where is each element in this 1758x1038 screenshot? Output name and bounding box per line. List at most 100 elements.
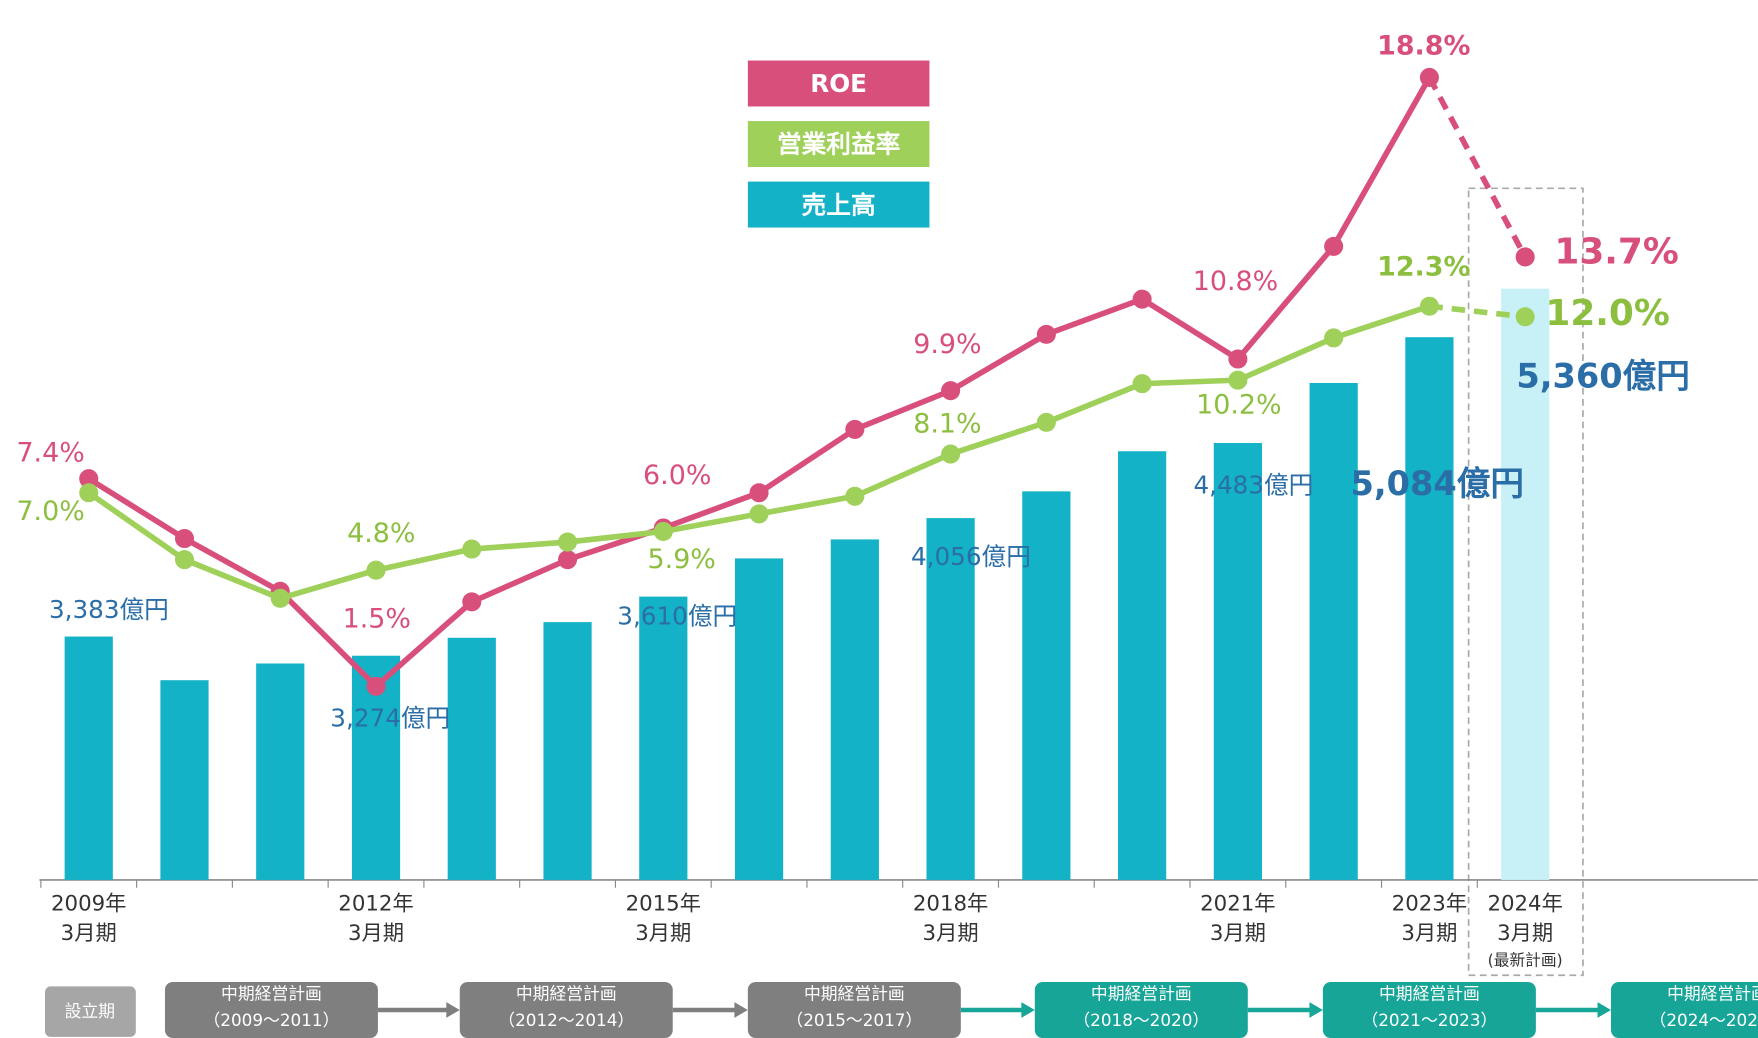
point <box>1419 67 1439 87</box>
data-label: 3,610億円 <box>617 602 737 631</box>
plan-box <box>747 981 961 1038</box>
bar <box>160 680 209 880</box>
bar <box>447 637 496 880</box>
bar <box>830 539 879 880</box>
data-label: 5,084億円 <box>1350 464 1524 503</box>
x-tick-label: 2015年 3月期 <box>626 892 701 946</box>
point <box>845 419 865 439</box>
bar <box>543 622 592 880</box>
plan-box <box>1034 981 1248 1038</box>
plan-period: （2024～2026） <box>1650 1010 1758 1030</box>
point <box>174 550 195 570</box>
data-label: 5,360億円 <box>1516 356 1690 395</box>
forecast-frame <box>1467 187 1584 977</box>
legend-swatch <box>747 181 930 228</box>
plan-period: （2009～2011） <box>203 1010 339 1030</box>
plan-box <box>164 981 378 1038</box>
legend-label: 営業利益率 <box>777 130 900 159</box>
point <box>1228 370 1248 390</box>
bar <box>256 663 305 880</box>
legend-swatch <box>747 60 930 107</box>
bar <box>1309 382 1358 880</box>
point <box>1036 412 1056 432</box>
arrow-head <box>1309 1002 1323 1018</box>
point <box>1036 324 1056 344</box>
point <box>1515 247 1535 267</box>
data-label: 10.8% <box>1193 266 1278 297</box>
data-label: 8.1% <box>913 408 981 439</box>
plan-box <box>459 981 673 1038</box>
data-label: 6.0% <box>643 460 711 491</box>
data-label: 3,383億円 <box>49 595 169 624</box>
x-tick-label: 2021年 3月期 <box>1200 892 1275 946</box>
point <box>174 528 195 549</box>
forecast-line <box>1429 303 1526 320</box>
point <box>749 504 769 524</box>
data-label: 18.8% <box>1377 31 1470 62</box>
data-label: 4.8% <box>347 518 415 549</box>
arrow-head <box>1597 1002 1611 1018</box>
bar <box>1213 442 1262 880</box>
point <box>1132 289 1152 309</box>
plan-title: 中期経営計画 <box>221 983 322 1003</box>
point <box>941 381 961 401</box>
bar <box>1405 337 1454 880</box>
plan-box <box>1610 981 1758 1038</box>
point <box>270 588 290 608</box>
plan-box <box>1322 981 1536 1038</box>
point <box>366 560 386 580</box>
data-label: 13.7% <box>1554 231 1678 272</box>
arrow-head <box>734 1002 748 1018</box>
data-label: 4,483億円 <box>1193 470 1313 499</box>
point <box>1228 349 1248 369</box>
plan-period: （2015～2017） <box>786 1010 922 1030</box>
point <box>845 486 865 506</box>
point <box>941 444 961 464</box>
point <box>653 521 673 542</box>
x-tick-label: 2009年 3月期 <box>51 892 126 946</box>
forecast-line <box>1426 76 1528 259</box>
point <box>462 539 482 559</box>
point <box>749 483 769 503</box>
point <box>366 676 386 696</box>
point <box>79 469 99 489</box>
point <box>558 532 578 552</box>
data-label: 7.0% <box>16 496 84 527</box>
x-tick-label: 2024年 3月期(最新計画) <box>1487 892 1562 970</box>
point <box>1132 374 1152 394</box>
data-label: 12.0% <box>1545 293 1669 334</box>
arrow-head <box>1021 1002 1035 1018</box>
bar <box>64 636 113 880</box>
bar <box>1118 451 1167 880</box>
x-tick-label: 2023年 3月期 <box>1392 892 1467 946</box>
data-label: 10.2% <box>1196 389 1281 420</box>
data-label: 9.9% <box>913 329 981 360</box>
founding-box <box>45 986 136 1037</box>
arrow-head <box>446 1002 460 1018</box>
data-label: 12.3% <box>1377 251 1470 282</box>
plan-title: 中期経営計画 <box>1091 983 1192 1003</box>
point <box>79 483 99 503</box>
bar <box>1501 288 1550 880</box>
bar <box>926 518 975 880</box>
founding-label: 設立期 <box>65 1001 115 1021</box>
plan-title: 中期経営計画 <box>1379 983 1480 1003</box>
point <box>1419 296 1439 316</box>
plan-period: （2021～2023） <box>1361 1010 1497 1030</box>
plan-title: 中期経営計画 <box>516 983 617 1003</box>
x-tick-label: 2018年 3月期 <box>913 892 988 946</box>
point <box>1515 307 1535 327</box>
point <box>1324 236 1344 256</box>
bar <box>1022 491 1071 880</box>
bar <box>734 558 784 880</box>
plan-period: （2012～2014） <box>498 1010 634 1030</box>
legend-label: 売上高 <box>802 190 876 219</box>
point <box>558 550 578 570</box>
plan-title: 中期経営計画 <box>1667 983 1758 1003</box>
legend-label: ROE <box>810 69 867 98</box>
bar <box>639 596 688 880</box>
plan-title: 中期経営計画 <box>804 983 905 1003</box>
data-label: 1.5% <box>343 603 411 634</box>
